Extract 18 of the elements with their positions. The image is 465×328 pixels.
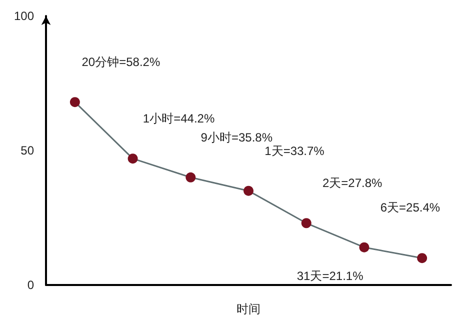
annotation: 31天=21.1% <box>296 269 364 284</box>
annotation: 9小时=35.8% <box>200 130 273 144</box>
annotation: 1小时=44.2% <box>142 112 215 126</box>
point <box>417 253 428 264</box>
annotation: 6天=25.4% <box>380 200 440 214</box>
y-tick-label: 50 <box>20 144 34 158</box>
point <box>70 97 80 108</box>
annotation: 1天=33.7% <box>264 144 325 158</box>
annotation: 2天=27.8% <box>322 176 383 190</box>
annotation: 20分钟=58.2% <box>82 55 160 70</box>
point <box>186 172 196 182</box>
y-tick-label: 0 <box>27 278 34 292</box>
x-axis-title: 时间 <box>236 302 260 316</box>
point <box>301 218 312 228</box>
y-tick-label: 100 <box>14 9 34 23</box>
point <box>128 154 138 164</box>
point <box>244 186 254 196</box>
point <box>359 242 370 252</box>
